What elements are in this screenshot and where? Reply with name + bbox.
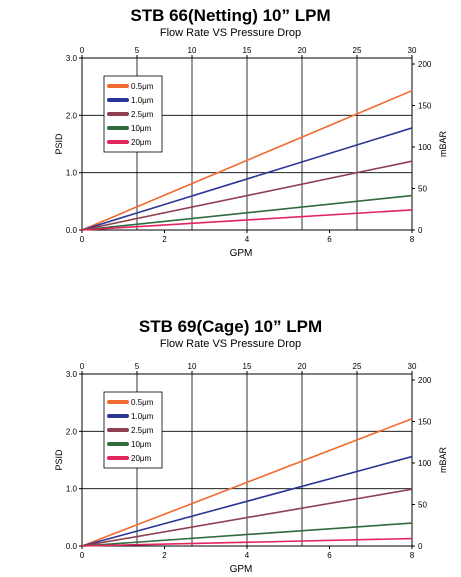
series-line xyxy=(81,209,413,231)
series-line xyxy=(81,455,413,547)
legend-label: 1.0μm xyxy=(131,96,154,105)
y2-axis-label: mBAR xyxy=(438,447,448,474)
y2-tick-label: 200 xyxy=(418,60,432,69)
x2-tick-label: 10 xyxy=(188,362,197,371)
series-line xyxy=(81,522,413,547)
legend-label: 20μm xyxy=(131,138,152,147)
x2-tick-label: 15 xyxy=(243,362,252,371)
y2-tick-label: 150 xyxy=(418,102,432,111)
y-tick-label: 1.0 xyxy=(66,169,78,178)
chart-plot-stb66: 0 2 4 6 80 5 10 15 20 25 300.01.02.03.005010015020… xyxy=(54,46,448,259)
chart-plot-stb69: 0 2 4 6 80 5 10 15 20 25 300.01.02.03.005010015020… xyxy=(54,362,448,575)
x2-tick-label: 20 xyxy=(298,46,307,55)
legend-label: 2.5μm xyxy=(131,426,154,435)
x2-tick-label: 15 xyxy=(243,46,252,55)
series-line xyxy=(81,127,413,231)
x-tick-label: 6 xyxy=(327,235,332,244)
x-tick-label: 2 xyxy=(162,551,167,560)
chart-subtitle: Flow Rate VS Pressure Drop xyxy=(159,27,302,39)
x-tick-label: 8 xyxy=(410,235,415,244)
x2-tick-label: 30 xyxy=(408,46,417,55)
y2-tick-label: 50 xyxy=(418,185,427,194)
legend-label: 10μm xyxy=(131,440,152,449)
x2-tick-label: 5 xyxy=(135,46,140,55)
legend-label: 10μm xyxy=(131,124,152,133)
y-tick-label: 3.0 xyxy=(66,54,78,63)
series-line xyxy=(81,417,413,547)
y2-tick-label: 100 xyxy=(418,143,432,152)
x2-tick-label: 10 xyxy=(188,46,197,55)
legend-label: 2.5μm xyxy=(131,110,154,119)
y2-axis-label: mBAR xyxy=(438,131,448,158)
chart-title: STB 66(Netting) 10” LPM xyxy=(130,6,331,25)
y-tick-label: 3.0 xyxy=(66,370,78,379)
x2-tick-label: 30 xyxy=(408,362,417,371)
x2-tick-label: 0 xyxy=(80,362,85,371)
y-tick-label: 0.0 xyxy=(66,226,78,235)
x2-tick-label: 25 xyxy=(353,362,362,371)
x2-tick-label: 0 xyxy=(80,46,85,55)
chart-subtitle: Flow Rate VS Pressure Drop xyxy=(159,338,302,350)
legend-label: 0.5μm xyxy=(131,82,154,91)
chart-stb66: STB 66(Netting) 10” LPM Flow Rate VS Pre… xyxy=(0,0,461,288)
chart-title: STB 69(Cage) 10” LPM xyxy=(138,317,323,336)
x-tick-label: 8 xyxy=(410,551,415,560)
legend-label: 1.0μm xyxy=(131,412,154,421)
legend-label: 0.5μm xyxy=(131,398,154,407)
x-tick-label: 0 xyxy=(80,235,85,244)
y2-tick-label: 0 xyxy=(418,542,423,551)
y-tick-label: 2.0 xyxy=(66,427,78,436)
y2-tick-label: 100 xyxy=(418,459,432,468)
x-tick-label: 2 xyxy=(162,235,167,244)
y-tick-label: 0.0 xyxy=(66,542,78,551)
y2-tick-label: 50 xyxy=(418,501,427,510)
x-tick-label: 4 xyxy=(245,551,250,560)
legend-label: 20μm xyxy=(131,454,152,463)
x-axis-label: GPM xyxy=(230,564,253,575)
series-line xyxy=(81,160,413,231)
x2-tick-label: 20 xyxy=(298,362,307,371)
y-tick-label: 1.0 xyxy=(66,485,78,494)
x2-tick-label: 5 xyxy=(135,362,140,371)
series-line xyxy=(81,488,413,547)
y2-tick-label: 200 xyxy=(418,376,432,385)
y-axis-label: PSID xyxy=(54,449,64,471)
y2-tick-label: 150 xyxy=(418,418,432,427)
y-tick-label: 2.0 xyxy=(66,111,78,120)
y-axis-label: PSID xyxy=(54,133,64,155)
series-line xyxy=(81,194,413,231)
x-tick-label: 6 xyxy=(327,551,332,560)
x2-tick-label: 25 xyxy=(353,46,362,55)
series-line xyxy=(81,537,413,547)
x-tick-label: 0 xyxy=(80,551,85,560)
x-tick-label: 4 xyxy=(245,235,250,244)
series-line xyxy=(81,89,413,231)
chart-stb69: STB 69(Cage) 10” LPM Flow Rate VS Pressu… xyxy=(0,289,461,577)
y2-tick-label: 0 xyxy=(418,226,423,235)
x-axis-label: GPM xyxy=(230,248,253,259)
